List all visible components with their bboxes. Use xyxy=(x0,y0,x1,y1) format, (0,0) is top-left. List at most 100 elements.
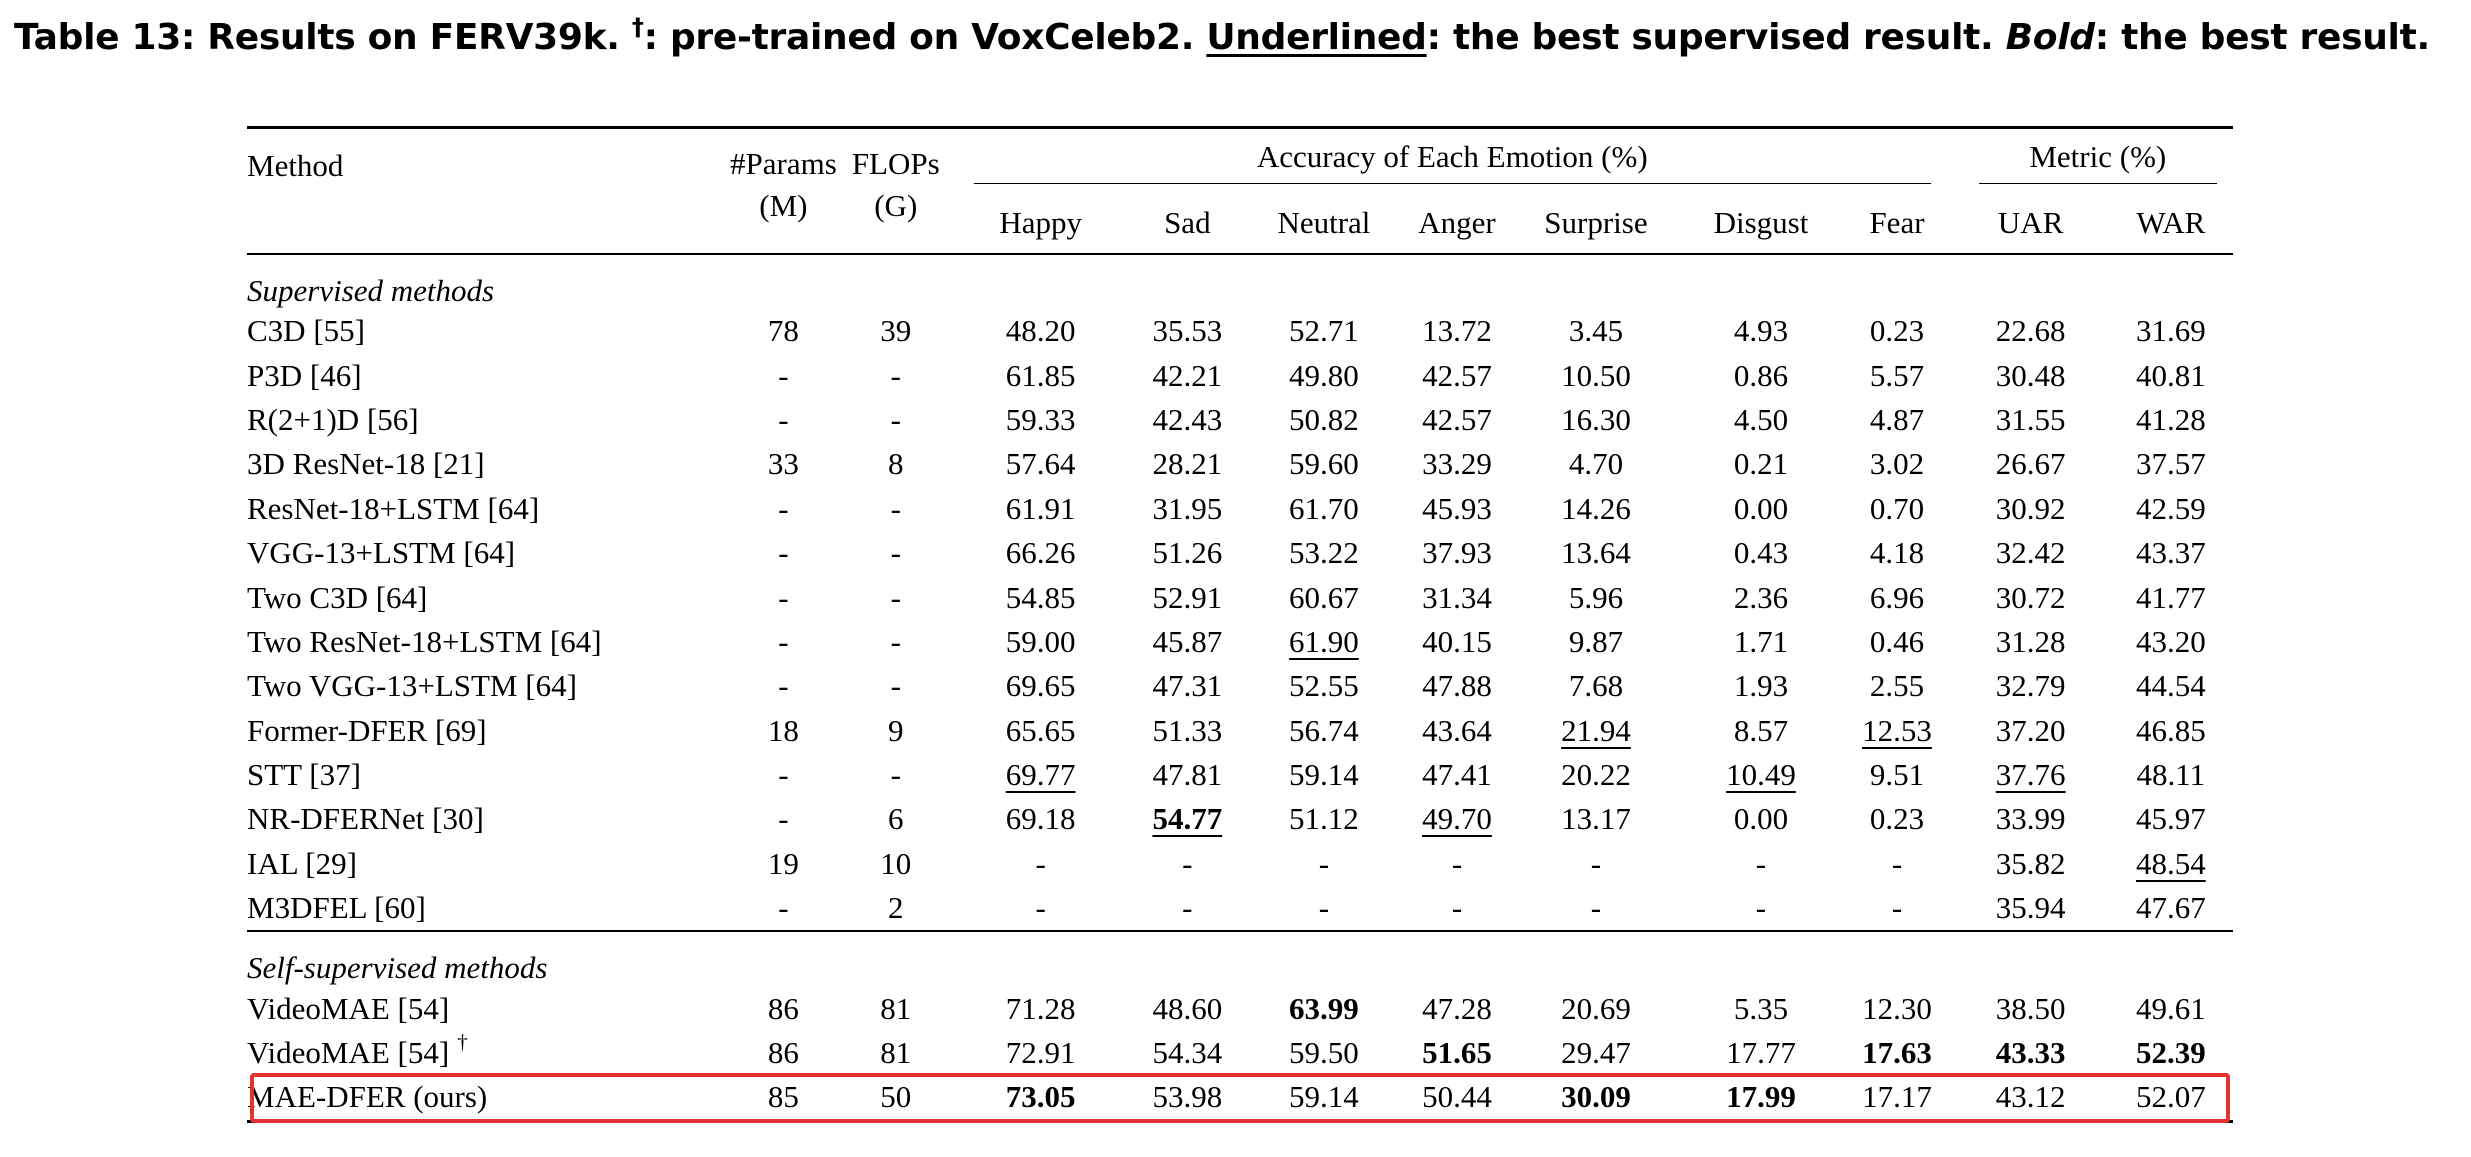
params-cell: - xyxy=(778,623,789,659)
value-cell: 5.57 xyxy=(1869,357,1925,393)
params-cell: 78 xyxy=(767,313,799,349)
flops-cell: 81 xyxy=(880,990,912,1026)
value-cell: 33.99 xyxy=(1995,801,2066,837)
value-cell: 40.15 xyxy=(1422,623,1492,659)
value-cell: 1.71 xyxy=(1733,623,1789,659)
value-cell: 61.91 xyxy=(1005,490,1076,526)
dagger-symbol: † xyxy=(631,13,644,41)
value-cell: 1.93 xyxy=(1733,668,1789,704)
header-method: Method xyxy=(247,126,728,255)
params-cell: - xyxy=(778,801,789,837)
params-cell: 33 xyxy=(767,446,799,482)
value-cell: 16.30 xyxy=(1561,401,1631,437)
value-cell: 31.34 xyxy=(1422,579,1492,615)
value-cell: 0.86 xyxy=(1733,357,1789,393)
method-name: R(2+1)D [56] xyxy=(247,401,419,437)
header-flops: FLOPs (G) xyxy=(839,126,952,255)
value-cell: 73.05 xyxy=(951,1075,1130,1123)
flops-cell: 10 xyxy=(880,845,912,881)
table-row: IAL [29] 19 10 - - - - - - - 35.82 48.54 xyxy=(247,842,2233,886)
value-cell: - xyxy=(1182,890,1193,926)
value-cell: 29.47 xyxy=(1561,1035,1631,1071)
table-row: P3D [46] - - 61.85 42.21 49.80 42.57 10.50 0.86 5… xyxy=(247,353,2233,397)
method-name: Two VGG-13+LSTM [64] xyxy=(247,668,577,704)
method-name: IAL [29] xyxy=(247,845,357,881)
value-cell: 12.53 xyxy=(1862,712,1932,748)
value-cell: 0.43 xyxy=(1733,535,1789,571)
value-cell: 42.57 xyxy=(1422,357,1492,393)
value-cell: 35.53 xyxy=(1152,313,1223,349)
table-row: VideoMAE [54] † 86 81 72.91 54.34 59.50 51.65 29… xyxy=(247,1031,2233,1075)
table-row: Two ResNet-18+LSTM [64] - - 59.00 45.87 61.90… xyxy=(247,620,2233,664)
value-cell: 30.48 xyxy=(1995,357,2066,393)
value-cell: 44.54 xyxy=(2135,668,2206,704)
value-cell: 50.44 xyxy=(1402,1075,1512,1123)
value-cell: 59.33 xyxy=(1005,401,1076,437)
table-row: STT [37] - - 69.77 47.81 59.14 47.41 20.22 10.49… xyxy=(247,753,2233,797)
params-cell: 86 xyxy=(767,1035,799,1071)
value-cell: 30.92 xyxy=(1995,490,2066,526)
value-cell: 41.77 xyxy=(2135,579,2206,615)
value-cell: 32.42 xyxy=(1995,535,2066,571)
value-cell: - xyxy=(1590,890,1602,926)
value-cell: 59.14 xyxy=(1245,1075,1403,1123)
value-cell: 4.50 xyxy=(1733,401,1789,437)
value-cell: 0.00 xyxy=(1733,490,1789,526)
header-emotion-surprise: Surprise xyxy=(1511,193,1681,255)
params-cell: - xyxy=(778,490,789,526)
value-cell: 42.59 xyxy=(2135,490,2206,526)
value-cell: 47.67 xyxy=(2135,890,2206,926)
header-emotion-group: Accuracy of Each Emotion (%) xyxy=(951,126,1953,193)
flops-cell: 8 xyxy=(888,446,904,482)
flops-cell: - xyxy=(890,490,901,526)
value-cell: 47.28 xyxy=(1422,990,1492,1026)
value-cell: 47.88 xyxy=(1422,668,1492,704)
params-cell: 85 xyxy=(727,1075,840,1123)
value-cell: 17.99 xyxy=(1680,1075,1842,1123)
value-cell: - xyxy=(1590,845,1602,881)
flops-cell: - xyxy=(890,401,901,437)
value-cell: 43.64 xyxy=(1422,712,1492,748)
value-cell: 37.20 xyxy=(1995,712,2066,748)
value-cell: 37.57 xyxy=(2135,446,2206,482)
table-row: ResNet-18+LSTM [64] - - 61.91 31.95 61.70 45.9… xyxy=(247,487,2233,531)
value-cell: 53.22 xyxy=(1289,535,1359,571)
value-cell: 47.31 xyxy=(1152,668,1223,704)
value-cell: 69.18 xyxy=(1005,801,1076,837)
params-cell: - xyxy=(778,579,789,615)
value-cell: 4.87 xyxy=(1869,401,1925,437)
header-emotion-happy: Happy xyxy=(951,193,1130,255)
flops-cell: - xyxy=(890,757,901,793)
table-row: C3D [55] 78 39 48.20 35.53 52.71 13.72 3.45 4.93… xyxy=(247,309,2233,353)
value-cell: 3.02 xyxy=(1869,446,1925,482)
value-cell: - xyxy=(1182,845,1193,881)
section-title: Supervised methods xyxy=(247,273,495,308)
value-cell: 54.85 xyxy=(1005,579,1076,615)
header-metric-group: Metric (%) xyxy=(1952,126,2233,193)
value-cell: 7.68 xyxy=(1568,668,1624,704)
value-cell: 9.51 xyxy=(1869,757,1925,793)
header-metric-war: WAR xyxy=(2108,193,2233,255)
value-cell: 56.74 xyxy=(1289,712,1359,748)
flops-cell: - xyxy=(890,579,901,615)
flops-cell: - xyxy=(890,357,901,393)
value-cell: 59.60 xyxy=(1289,446,1359,482)
table-row: M3DFEL [60] - 2 - - - - - - - 35.94 47.67 xyxy=(247,886,2233,931)
value-cell: 54.77 xyxy=(1152,801,1223,837)
params-cell: - xyxy=(778,535,789,571)
value-cell: 42.21 xyxy=(1152,357,1223,393)
method-name: VideoMAE [54] xyxy=(247,990,450,1026)
value-cell: 49.80 xyxy=(1289,357,1359,393)
value-cell: 45.93 xyxy=(1422,490,1492,526)
flops-cell: 50 xyxy=(839,1075,952,1123)
value-cell: 12.30 xyxy=(1862,990,1932,1026)
method-name: C3D [55] xyxy=(247,313,365,349)
value-cell: 20.69 xyxy=(1561,990,1631,1026)
value-cell: 0.46 xyxy=(1869,623,1925,659)
value-cell: 2.55 xyxy=(1869,668,1925,704)
value-cell: 49.61 xyxy=(2135,990,2206,1026)
value-cell: 40.81 xyxy=(2135,357,2206,393)
method-name: VideoMAE [54] † xyxy=(247,1030,468,1071)
caption-underlined-word: Underlined xyxy=(1206,17,1427,58)
value-cell: 4.93 xyxy=(1733,313,1789,349)
